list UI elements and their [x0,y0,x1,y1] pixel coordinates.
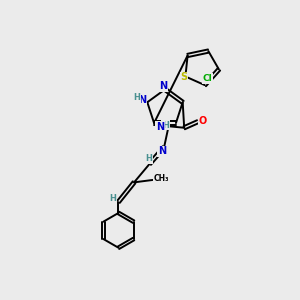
Text: N: N [158,146,166,157]
Text: N: N [156,122,164,132]
Text: N: N [138,95,147,105]
Text: H: H [146,154,152,163]
Text: H: H [110,194,116,203]
Text: H: H [162,121,169,130]
Text: H: H [133,93,140,102]
Text: S: S [180,72,188,82]
Text: CH₃: CH₃ [153,174,169,183]
Text: N: N [159,81,168,92]
Text: Cl: Cl [203,74,213,83]
Text: O: O [199,116,207,126]
